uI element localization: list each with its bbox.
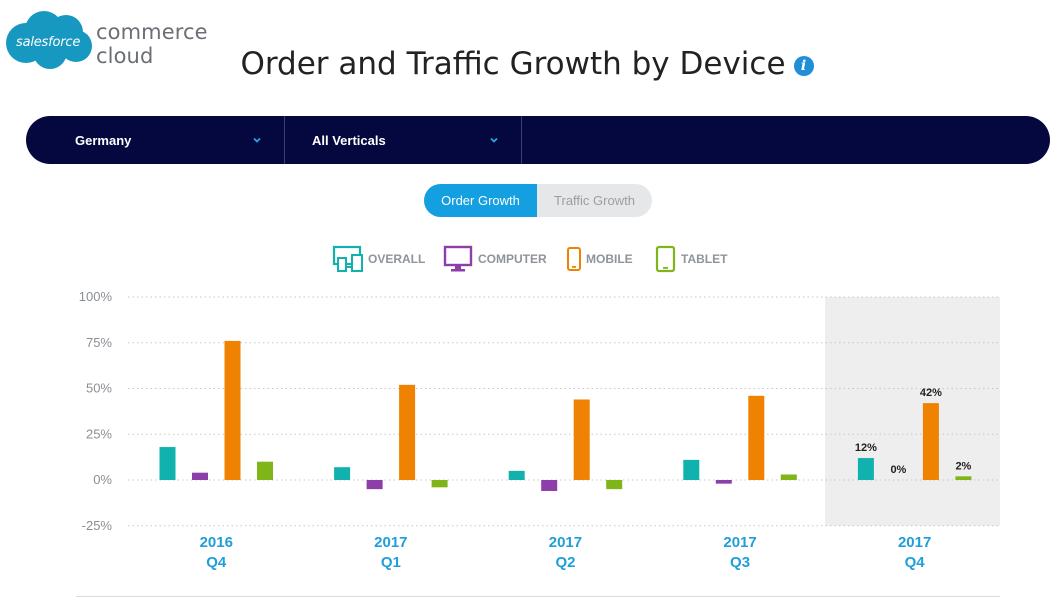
- data-label: 0%: [890, 464, 906, 476]
- data-label: 2%: [955, 460, 971, 472]
- country-dropdown-value: Germany: [75, 132, 132, 148]
- legend-item-tablet[interactable]: TABLET: [655, 243, 727, 275]
- bar-computer: [366, 480, 383, 490]
- logo-cloud-text: salesforce: [16, 35, 81, 50]
- x-tick-year: 2017: [723, 534, 756, 551]
- traffic-growth-tab[interactable]: Traffic Growth: [554, 193, 635, 208]
- bar-mobile: [922, 403, 939, 480]
- bar-overall: [508, 470, 525, 480]
- y-tick-label: 100%: [79, 289, 113, 304]
- data-label: 12%: [855, 442, 877, 454]
- order-growth-tab[interactable]: Order Growth: [424, 184, 537, 217]
- bar-tablet: [431, 480, 448, 488]
- page-title-row: Order and Traffic Growth by Device i: [0, 46, 1054, 82]
- legend-item-mobile[interactable]: MOBILE: [566, 243, 633, 275]
- y-tick-label: -25%: [82, 518, 113, 533]
- devices-icon: [332, 245, 363, 272]
- highlight-band: [825, 297, 1000, 526]
- tablet-icon: [655, 245, 676, 273]
- bar-tablet: [257, 461, 273, 480]
- x-tick-quarter: Q4: [905, 554, 926, 571]
- x-tick-year: 2017: [549, 534, 582, 551]
- bar-computer: [541, 480, 558, 491]
- legend-label: OVERALL: [368, 252, 426, 266]
- legend-item-overall[interactable]: OVERALL: [332, 243, 425, 275]
- x-tick-quarter: Q1: [381, 554, 401, 571]
- y-tick-label: 50%: [86, 381, 112, 396]
- legend-label: COMPUTER: [478, 252, 547, 266]
- chevron-down-icon: [490, 137, 498, 143]
- phone-icon: [567, 247, 581, 271]
- data-label: 42%: [920, 387, 942, 399]
- page-title: Order and Traffic Growth by Device: [240, 46, 786, 82]
- legend-item-computer[interactable]: COMPUTER: [443, 243, 547, 275]
- footer-divider: [76, 596, 1000, 597]
- salesforce-logo: salesforce commerce cloud: [4, 8, 264, 70]
- x-tick-year: 2017: [898, 534, 931, 551]
- x-tick-year: 2016: [200, 534, 233, 551]
- bar-tablet: [780, 474, 797, 480]
- bar-mobile: [573, 399, 590, 480]
- bar-mobile: [224, 340, 241, 480]
- legend-label: MOBILE: [586, 252, 633, 266]
- y-tick-label: 25%: [86, 426, 112, 441]
- y-tick-label: 0%: [93, 472, 112, 487]
- bar-overall: [159, 447, 176, 480]
- x-tick-quarter: Q4: [206, 554, 227, 571]
- cloud-logo-icon: [6, 11, 92, 69]
- vertical-dropdown-value: All Verticals: [312, 132, 386, 148]
- bar-mobile: [399, 384, 416, 480]
- monitor-icon: [443, 245, 473, 272]
- bar-computer: [192, 472, 208, 480]
- logo-product-text: commerce cloud: [96, 20, 208, 68]
- vertical-dropdown[interactable]: All Verticals: [285, 116, 522, 164]
- x-tick-quarter: Q2: [555, 554, 575, 571]
- country-dropdown[interactable]: Germany: [26, 116, 285, 164]
- legend-label: TABLET: [681, 252, 728, 266]
- bar-overall: [683, 459, 700, 480]
- bar-overall: [334, 467, 351, 480]
- chart-legend: OVERALL COMPUTER MOBILE TABLET: [0, 243, 1054, 275]
- bar-tablet: [955, 476, 972, 480]
- info-icon[interactable]: i: [793, 55, 814, 76]
- growth-toggle: Order Growth Traffic Growth: [424, 184, 652, 217]
- x-tick-quarter: Q3: [730, 554, 750, 571]
- x-tick-year: 2017: [374, 534, 407, 551]
- bar-mobile: [748, 395, 765, 480]
- y-tick-label: 75%: [86, 335, 112, 350]
- chevron-down-icon: [253, 137, 261, 143]
- filter-bar: Germany All Verticals: [26, 116, 1050, 164]
- bar-tablet: [606, 480, 623, 490]
- bar-computer: [715, 480, 732, 484]
- bar-overall: [857, 458, 874, 480]
